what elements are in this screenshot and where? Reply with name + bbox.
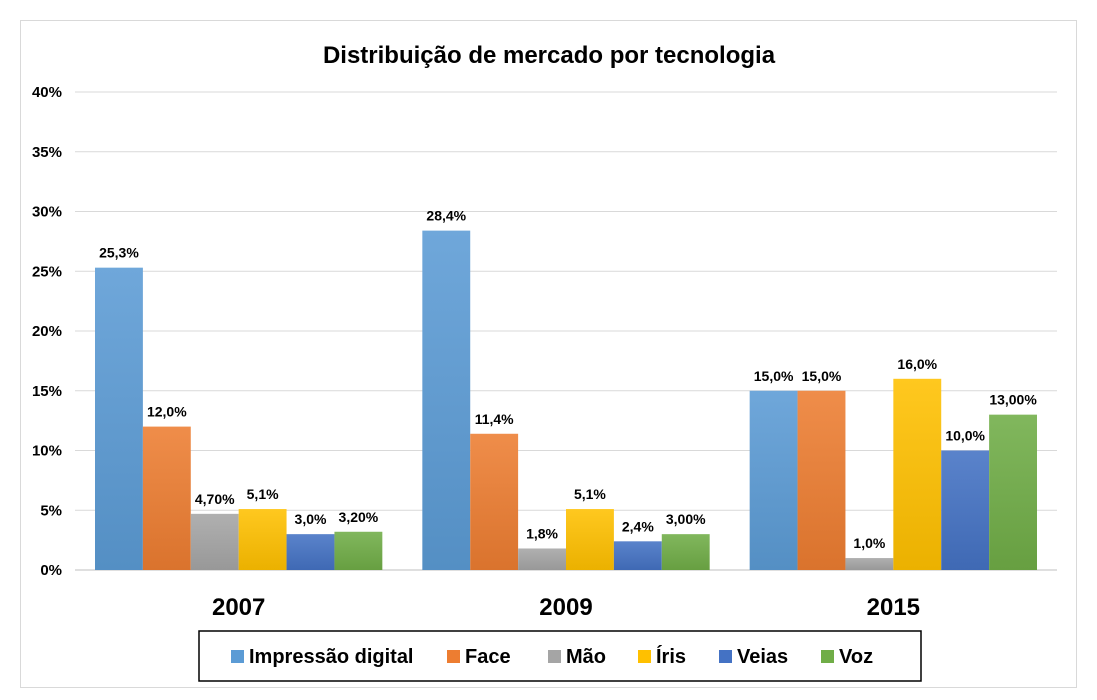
data-label: 3,20%	[339, 509, 379, 525]
bar	[797, 390, 846, 570]
y-tick-label: 25%	[32, 263, 62, 280]
data-label: 25,3%	[99, 245, 139, 261]
data-label: 28,4%	[426, 208, 466, 224]
legend-label: Íris	[656, 645, 686, 668]
legend-swatch	[231, 650, 244, 663]
data-label: 15,0%	[802, 368, 842, 384]
legend-swatch	[719, 650, 732, 663]
data-label: 13,00%	[989, 392, 1037, 408]
data-label: 4,70%	[195, 491, 235, 507]
axis-labels: 0% 5% 10% 15% 20% 25% 30% 35% 40% 2007 2009 2015	[32, 84, 920, 621]
chart-frame: Distribuição de mercado por tecnologia 2…	[20, 20, 1077, 688]
y-tick-label: 15%	[32, 383, 62, 400]
legend: Impressão digital Face Mão Íris Veias Voz	[198, 630, 922, 682]
data-label: 16,0%	[897, 356, 937, 372]
legend-label: Mão	[566, 646, 606, 668]
bar	[613, 541, 662, 570]
chart-title: Distribuição de mercado por tecnologia	[323, 42, 776, 69]
legend-swatch	[821, 650, 834, 663]
y-tick-label: 40%	[32, 84, 62, 101]
bar	[749, 390, 798, 570]
data-label: 1,0%	[853, 535, 885, 551]
bar	[518, 548, 566, 570]
bar	[989, 414, 1037, 570]
bar	[661, 534, 710, 570]
legend-swatch	[548, 650, 561, 663]
legend-label: Impressão digital	[249, 646, 414, 668]
legend-swatch	[638, 650, 651, 663]
bar	[95, 267, 143, 570]
data-label: 5,1%	[574, 486, 606, 502]
bar	[422, 230, 471, 570]
data-label: 3,0%	[295, 511, 327, 527]
y-tick-label: 20%	[32, 323, 62, 340]
legend-label: Veias	[737, 646, 788, 668]
bar	[286, 534, 335, 570]
x-category-label: 2015	[867, 594, 920, 621]
bar	[845, 558, 894, 570]
data-label: 1,8%	[526, 525, 558, 541]
bar	[941, 450, 990, 570]
y-tick-label: 30%	[32, 204, 62, 221]
bar	[142, 426, 191, 570]
data-label: 10,0%	[945, 428, 985, 444]
bar	[470, 433, 519, 570]
y-tick-label: 35%	[32, 144, 62, 161]
legend-label: Voz	[839, 646, 873, 668]
y-tick-label: 5%	[40, 502, 62, 519]
legend-swatch	[447, 650, 460, 663]
data-label: 11,4%	[475, 411, 514, 427]
legend-label: Face	[465, 646, 511, 668]
data-label: 12,0%	[147, 404, 187, 420]
bar	[190, 513, 239, 570]
chart-canvas: Distribuição de mercado por tecnologia 2…	[32, 42, 1057, 682]
data-label: 2,4%	[622, 518, 654, 534]
x-category-label: 2007	[212, 594, 265, 621]
data-label: 5,1%	[247, 486, 279, 502]
y-tick-label: 10%	[32, 443, 62, 460]
data-label: 3,00%	[666, 511, 706, 527]
y-tick-label: 0%	[40, 562, 62, 579]
data-label: 15,0%	[754, 368, 794, 384]
bars	[95, 230, 1037, 570]
data-labels: 25,3% 12,0% 4,70% 5,1% 3,0% 3,20% 28,4% 11,4% 1,…	[99, 208, 1037, 551]
bar	[893, 378, 942, 570]
bar	[566, 509, 614, 570]
x-category-label: 2009	[539, 594, 592, 621]
bar	[334, 531, 383, 570]
bar	[238, 509, 287, 570]
